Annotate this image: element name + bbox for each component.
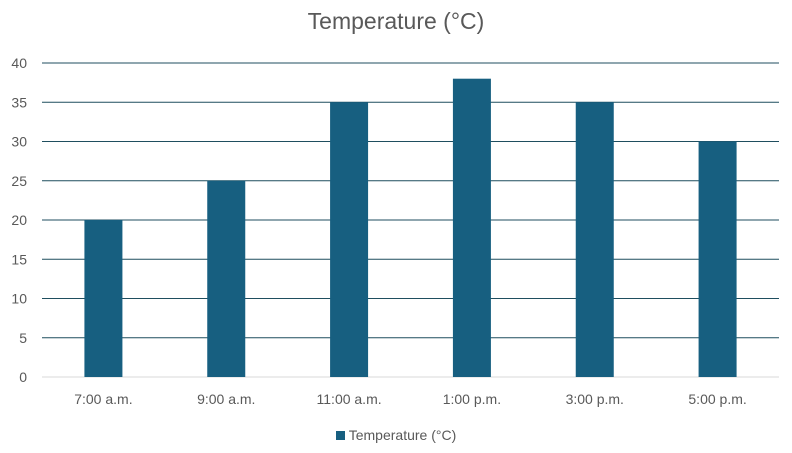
x-tick-label: 9:00 a.m.: [197, 391, 255, 407]
y-tick-label: 35: [11, 94, 27, 110]
bar: [207, 180, 246, 377]
y-tick-label: 40: [11, 55, 27, 71]
y-tick-label: 30: [11, 134, 27, 150]
y-tick-label: 15: [11, 251, 27, 267]
x-tick-label: 5:00 p.m.: [688, 391, 746, 407]
bar: [84, 220, 123, 377]
x-tick-label: 7:00 a.m.: [74, 391, 132, 407]
y-tick-label: 5: [19, 330, 27, 346]
legend-label: Temperature (°C): [348, 427, 457, 443]
y-tick-label: 20: [11, 212, 27, 228]
legend: Temperature (°C): [0, 427, 792, 443]
bar: [698, 141, 737, 377]
bar: [452, 78, 491, 377]
y-tick-label: 10: [11, 291, 27, 307]
legend-swatch: [335, 431, 345, 440]
y-tick-label: 0: [19, 369, 27, 385]
x-tick-label: 1:00 p.m.: [443, 391, 501, 407]
y-tick-label: 25: [11, 173, 27, 189]
x-tick-label: 11:00 a.m.: [317, 391, 382, 407]
bar: [330, 102, 369, 377]
chart-title: Temperature (°C): [307, 8, 485, 34]
x-tick-label: 3:00 p.m.: [566, 391, 624, 407]
bar: [575, 102, 614, 377]
